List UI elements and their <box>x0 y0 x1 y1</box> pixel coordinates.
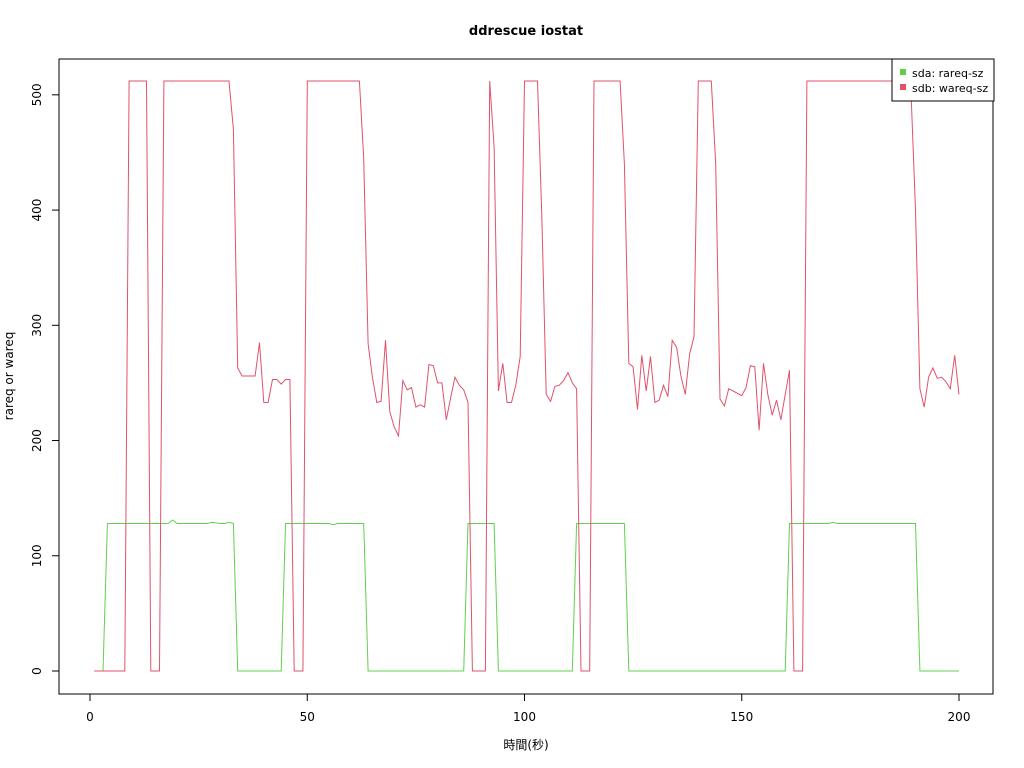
y-tick-label: 100 <box>30 544 44 567</box>
legend-label: sdb: wareq-sz <box>912 82 988 95</box>
y-tick-label: 500 <box>30 83 44 106</box>
chart-title: ddrescue iostat <box>469 24 583 39</box>
x-axis-label: 時間(秒) <box>503 738 548 752</box>
legend-swatch <box>900 69 906 75</box>
y-tick-label: 300 <box>30 314 44 337</box>
y-tick-label: 400 <box>30 199 44 222</box>
x-axis: 0 50 100 150 200 <box>86 693 971 724</box>
series-line-sdb <box>94 80 960 672</box>
legend-swatch <box>900 84 906 90</box>
legend-label: sda: rareq-sz <box>912 67 984 80</box>
x-tick-label: 50 <box>300 710 315 724</box>
series-layer <box>94 80 960 672</box>
y-tick-label: 0 <box>30 667 44 675</box>
plot-frame <box>58 58 994 695</box>
series-line-sda <box>94 519 959 672</box>
legend-box <box>891 58 995 102</box>
x-tick-label: 200 <box>948 710 971 724</box>
x-tick-label: 100 <box>513 710 536 724</box>
y-tick-label: 200 <box>30 429 44 452</box>
x-tick-label: 150 <box>730 710 753 724</box>
x-tick-label: 0 <box>86 710 94 724</box>
y-axis-label: rareq or wareq <box>2 332 16 421</box>
y-axis: 0 100 200 300 400 500 <box>30 83 60 675</box>
legend: sda: rareq-sz sdb: wareq-sz <box>891 58 995 102</box>
